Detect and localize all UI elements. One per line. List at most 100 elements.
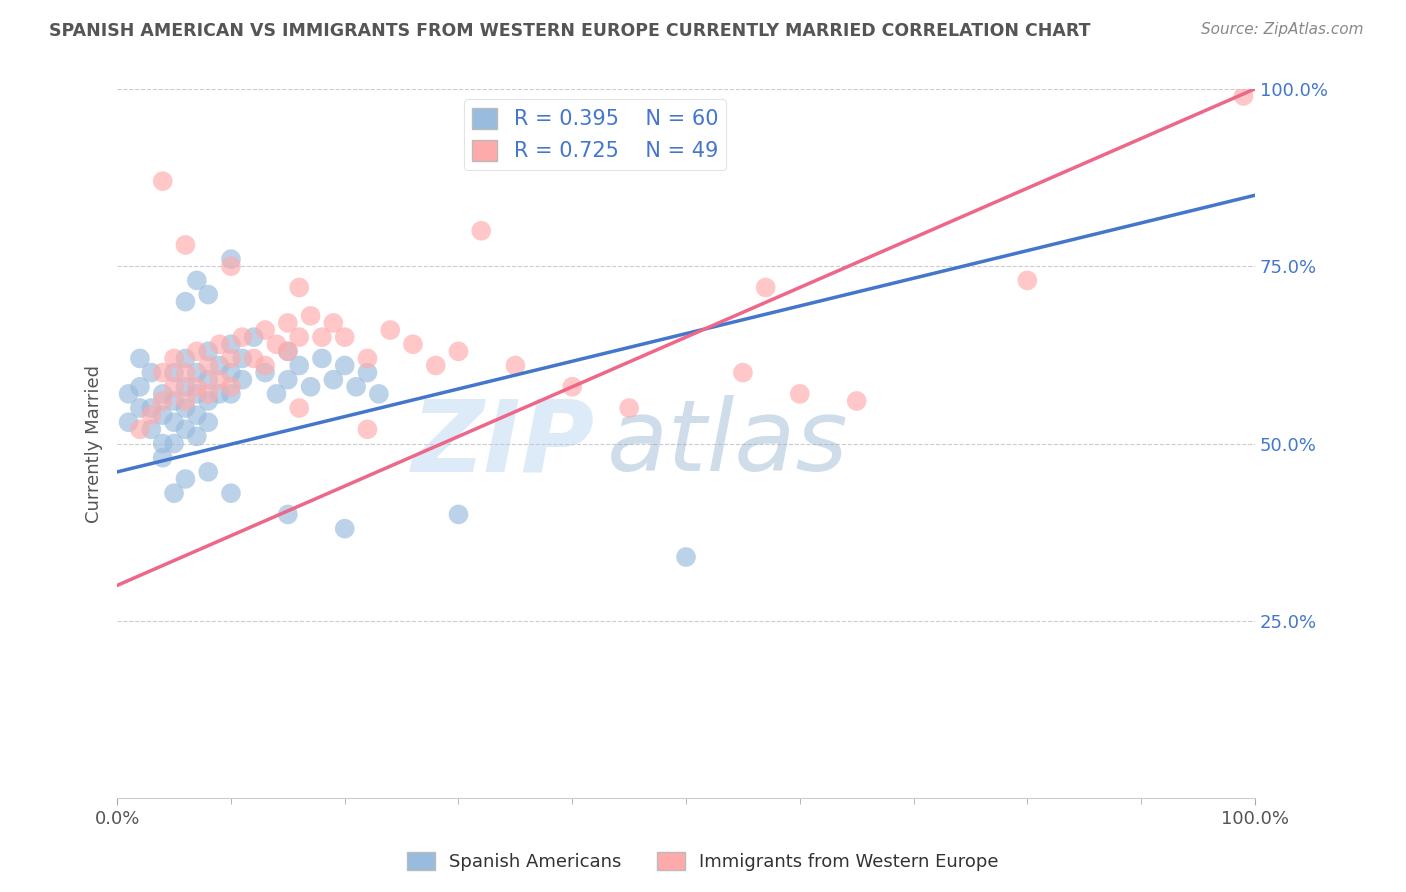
Point [174,294,197,309]
Point [505,359,527,373]
Point [197,387,219,401]
Point [208,373,231,387]
Text: atlas: atlas [606,395,848,492]
Point [219,387,242,401]
Point [322,373,344,387]
Point [141,366,163,380]
Point [152,408,174,422]
Point [129,351,152,366]
Point [254,366,277,380]
Point [561,380,583,394]
Point [402,337,425,351]
Point [288,401,311,415]
Point [288,359,311,373]
Point [789,387,811,401]
Point [186,344,208,359]
Point [231,373,253,387]
Point [197,415,219,429]
Point [197,394,219,409]
Point [333,522,356,536]
Point [299,380,322,394]
Point [470,224,492,238]
Text: ZIP: ZIP [412,395,595,492]
Point [208,359,231,373]
Point [425,359,447,373]
Y-axis label: Currently Married: Currently Married [86,365,103,523]
Point [186,366,208,380]
Point [299,309,322,323]
Point [152,387,174,401]
Point [186,380,208,394]
Point [117,415,139,429]
Point [141,408,163,422]
Point [197,359,219,373]
Point [356,366,378,380]
Point [447,344,470,359]
Point [333,330,356,344]
Point [266,387,288,401]
Point [141,422,163,436]
Point [174,401,197,415]
Point [163,351,186,366]
Point [197,287,219,301]
Point [152,394,174,409]
Point [845,394,868,409]
Point [356,351,378,366]
Point [311,351,333,366]
Point [731,366,754,380]
Point [163,366,186,380]
Point [208,337,231,351]
Point [219,337,242,351]
Point [163,394,186,409]
Point [242,330,264,344]
Point [219,259,242,273]
Point [266,337,288,351]
Point [174,422,197,436]
Point [219,351,242,366]
Point [129,401,152,415]
Point [1232,89,1254,103]
Point [277,344,299,359]
Point [174,394,197,409]
Point [277,344,299,359]
Point [186,429,208,443]
Point [277,508,299,522]
Point [174,238,197,252]
Point [277,316,299,330]
Point [288,330,311,344]
Text: Source: ZipAtlas.com: Source: ZipAtlas.com [1201,22,1364,37]
Point [152,436,174,450]
Point [231,351,253,366]
Legend: R = 0.395    N = 60, R = 0.725    N = 49: R = 0.395 N = 60, R = 0.725 N = 49 [464,99,727,169]
Point [174,351,197,366]
Point [163,380,186,394]
Point [675,549,697,564]
Point [242,351,264,366]
Point [152,366,174,380]
Point [141,401,163,415]
Point [163,486,186,500]
Point [174,472,197,486]
Text: SPANISH AMERICAN VS IMMIGRANTS FROM WESTERN EUROPE CURRENTLY MARRIED CORRELATION: SPANISH AMERICAN VS IMMIGRANTS FROM WEST… [49,22,1091,40]
Point [277,373,299,387]
Point [129,422,152,436]
Point [380,323,402,337]
Point [152,174,174,188]
Point [219,486,242,500]
Point [117,387,139,401]
Point [219,252,242,266]
Point [208,387,231,401]
Point [288,280,311,294]
Point [197,344,219,359]
Point [322,316,344,330]
Point [186,387,208,401]
Point [1017,273,1039,287]
Point [197,373,219,387]
Point [174,380,197,394]
Point [152,450,174,465]
Point [129,380,152,394]
Point [333,359,356,373]
Point [197,465,219,479]
Point [231,330,253,344]
Point [219,380,242,394]
